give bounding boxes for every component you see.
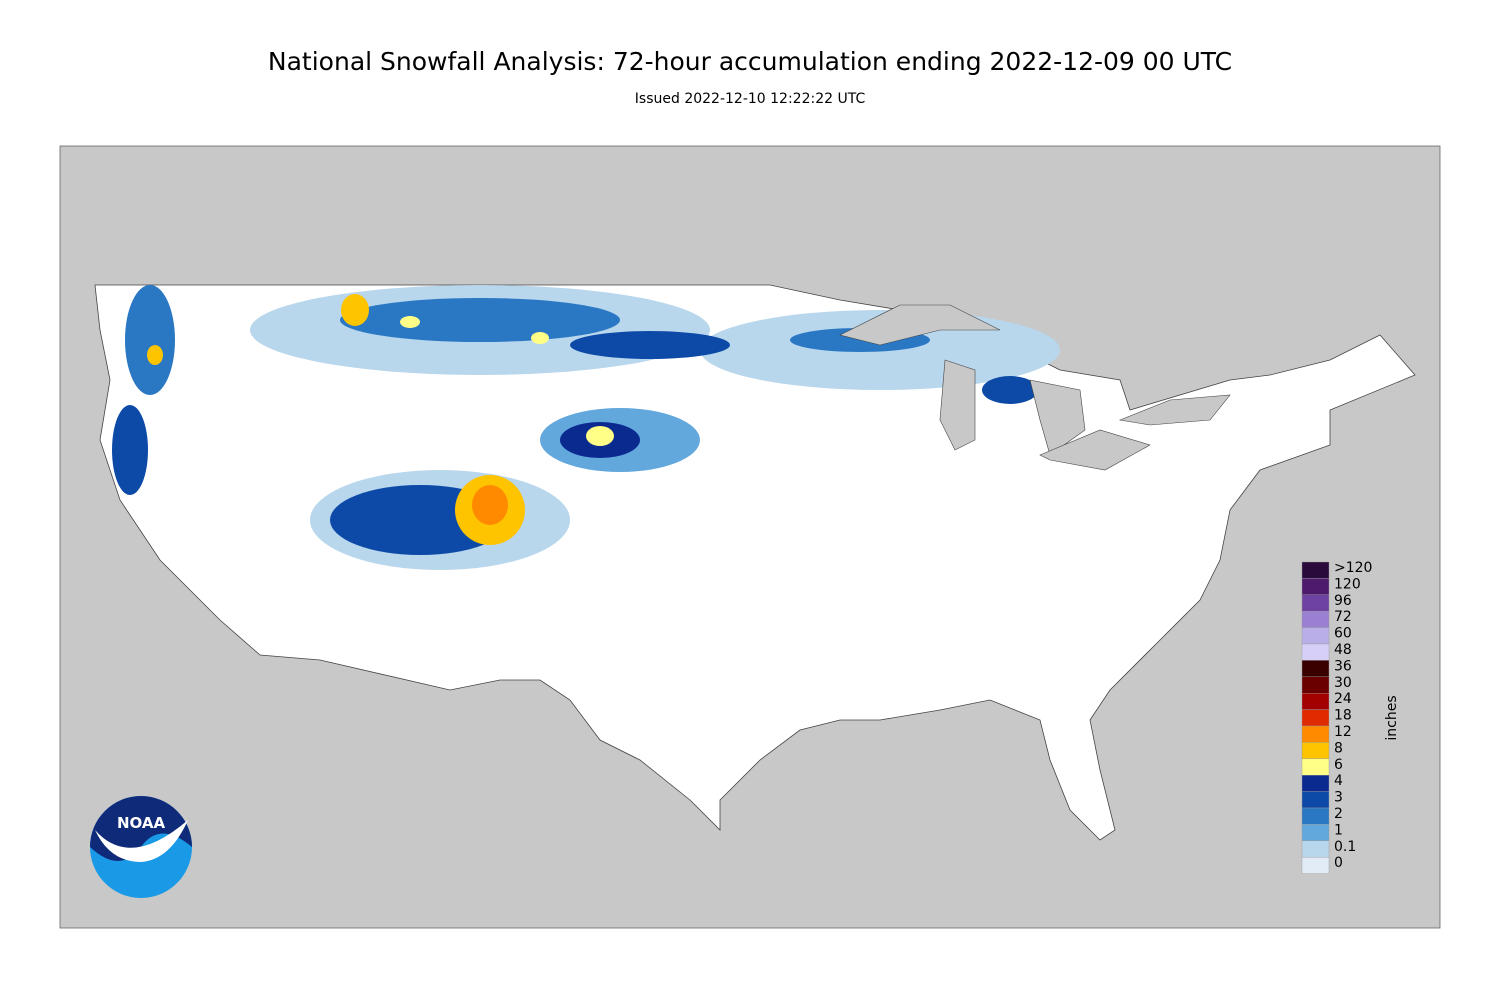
subtitle: Issued 2022-12-10 12:22:22 UTC <box>635 91 866 107</box>
legend-label: 8 <box>1334 740 1343 756</box>
legend-swatch <box>1301 676 1330 694</box>
legend-swatch <box>1301 709 1330 727</box>
legend-label: 3 <box>1334 790 1343 806</box>
legend-swatch <box>1301 824 1330 842</box>
legend-label: 24 <box>1334 691 1352 707</box>
legend-swatch <box>1301 742 1330 760</box>
legend-label: 6 <box>1334 757 1343 773</box>
legend-label: 12 <box>1334 724 1352 740</box>
legend-label: >120 <box>1334 560 1372 576</box>
legend-label: 36 <box>1334 658 1352 674</box>
legend-swatch <box>1301 627 1330 645</box>
legend-label: 0 <box>1334 855 1343 871</box>
legend-swatch <box>1301 840 1330 858</box>
legend-swatch <box>1301 775 1330 792</box>
us-land <box>94 284 1416 841</box>
legend-swatch <box>1301 725 1330 743</box>
logo-text: NOAA <box>117 814 166 832</box>
noaa-logo: NOAA <box>90 796 192 898</box>
legend-label: 0.1 <box>1334 839 1356 855</box>
legend-label: 96 <box>1334 593 1352 609</box>
legend-swatch <box>1301 561 1330 579</box>
legend-label: 72 <box>1334 609 1352 625</box>
legend-label: 2 <box>1334 806 1343 822</box>
title: National Snowfall Analysis: 72-hour accu… <box>268 47 1232 76</box>
legend-swatch <box>1301 660 1330 678</box>
legend-swatch <box>1301 611 1330 628</box>
legend-swatch <box>1301 857 1330 874</box>
snow-areas <box>112 285 1060 570</box>
legend-swatch <box>1301 594 1330 612</box>
legend-label: 4 <box>1334 773 1343 789</box>
legend-unit: inches <box>1384 695 1400 740</box>
legend-label: 60 <box>1334 626 1352 642</box>
great-lakes <box>839 304 1231 471</box>
legend-swatch <box>1301 807 1330 825</box>
legend-label: 120 <box>1334 576 1361 592</box>
legend-label: 1 <box>1334 822 1343 838</box>
map <box>59 145 1441 929</box>
legend-swatch <box>1301 693 1330 710</box>
legend-label: 30 <box>1334 675 1352 691</box>
legend-label: 48 <box>1334 642 1352 658</box>
legend-swatch <box>1301 758 1330 776</box>
legend-swatch <box>1301 791 1330 809</box>
legend-label: 18 <box>1334 708 1352 724</box>
legend-swatch <box>1301 578 1330 596</box>
legend-swatch <box>1301 643 1330 661</box>
